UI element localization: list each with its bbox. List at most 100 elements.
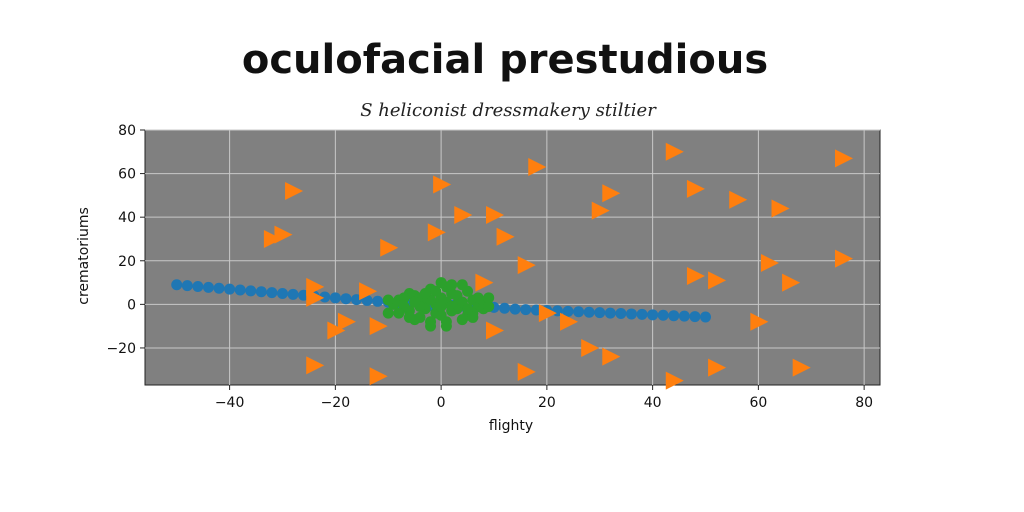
data-point [538, 304, 557, 323]
data-point [382, 307, 394, 319]
data-point [686, 267, 705, 286]
data-point [274, 225, 293, 244]
data-point [700, 311, 712, 323]
data-point [306, 288, 325, 307]
y-tick-label: 20 [118, 254, 136, 270]
x-tick-label: 80 [855, 395, 873, 411]
data-point [337, 312, 356, 331]
data-point [750, 312, 769, 331]
data-point [562, 305, 574, 317]
data-point [425, 320, 437, 332]
data-point [668, 310, 680, 322]
data-point [485, 321, 504, 340]
data-point [409, 296, 421, 308]
data-point [359, 282, 378, 301]
data-point [604, 307, 616, 319]
chart-title: oculofacial prestudious [242, 37, 768, 83]
data-point [419, 287, 431, 299]
data-point [263, 229, 282, 248]
x-axis-label: flighty [489, 418, 533, 434]
data-point [581, 338, 600, 357]
data-point [602, 347, 621, 366]
y-tick-label: 40 [118, 210, 136, 226]
data-point [792, 358, 811, 377]
x-tick-label: 20 [538, 395, 556, 411]
data-point [708, 271, 727, 290]
x-tick-label: −40 [215, 395, 245, 411]
data-point [665, 142, 684, 161]
data-point [454, 206, 473, 224]
data-point [329, 292, 341, 304]
data-point [234, 284, 246, 296]
data-point [398, 292, 410, 304]
data-point [517, 362, 536, 381]
data-point [192, 280, 204, 292]
data-point [327, 321, 346, 340]
y-tick-label: −20 [106, 341, 136, 357]
data-point [708, 358, 727, 377]
data-point [435, 309, 447, 321]
data-point [224, 283, 236, 295]
data-point [496, 227, 515, 246]
data-point [615, 308, 627, 320]
data-points [171, 142, 853, 390]
data-point [729, 190, 748, 209]
data-point [427, 223, 446, 242]
data-point [636, 308, 648, 320]
data-point [771, 199, 790, 218]
data-point [340, 293, 352, 305]
data-point [483, 292, 495, 304]
data-point [462, 285, 474, 297]
data-point [380, 238, 399, 257]
data-point [285, 182, 304, 201]
series-2 [263, 142, 853, 390]
data-point [834, 149, 853, 168]
data-point [435, 301, 447, 313]
y-tick-label: 60 [118, 167, 136, 183]
data-point [602, 184, 621, 203]
data-point [181, 280, 193, 292]
data-point [472, 292, 484, 304]
data-point [319, 291, 331, 303]
data-point [306, 356, 325, 375]
data-point [245, 285, 257, 297]
data-point [528, 158, 547, 177]
data-point [689, 311, 701, 323]
data-point [760, 253, 779, 272]
x-tick-label: 60 [749, 395, 767, 411]
data-point [782, 273, 801, 292]
data-point [560, 312, 579, 331]
data-point [266, 287, 278, 299]
y-tick-label: 0 [127, 297, 136, 313]
data-point [462, 303, 474, 315]
data-point [499, 302, 511, 314]
data-point [583, 306, 595, 318]
data-point [382, 294, 394, 306]
data-point [435, 277, 447, 289]
data-point [517, 256, 536, 275]
data-point [625, 308, 637, 320]
x-tick-label: 0 [437, 395, 446, 411]
data-point [213, 282, 225, 294]
data-point [456, 314, 468, 326]
data-point [433, 175, 452, 194]
data-point [202, 281, 214, 293]
chart-subtitle: S heliconist dressmakery stiltier [360, 100, 657, 121]
data-point [485, 206, 504, 224]
data-point [834, 249, 853, 268]
data-point [475, 273, 494, 292]
data-point [467, 311, 479, 323]
data-point [276, 287, 288, 299]
data-point [255, 286, 267, 298]
data-point [446, 279, 458, 291]
data-point [665, 371, 684, 390]
data-point [287, 288, 299, 300]
data-point [520, 304, 532, 316]
data-point [647, 309, 659, 321]
data-point [361, 294, 373, 306]
data-point [686, 179, 705, 198]
data-point [678, 310, 690, 322]
data-point [393, 307, 405, 319]
x-tick-label: −20 [321, 395, 351, 411]
